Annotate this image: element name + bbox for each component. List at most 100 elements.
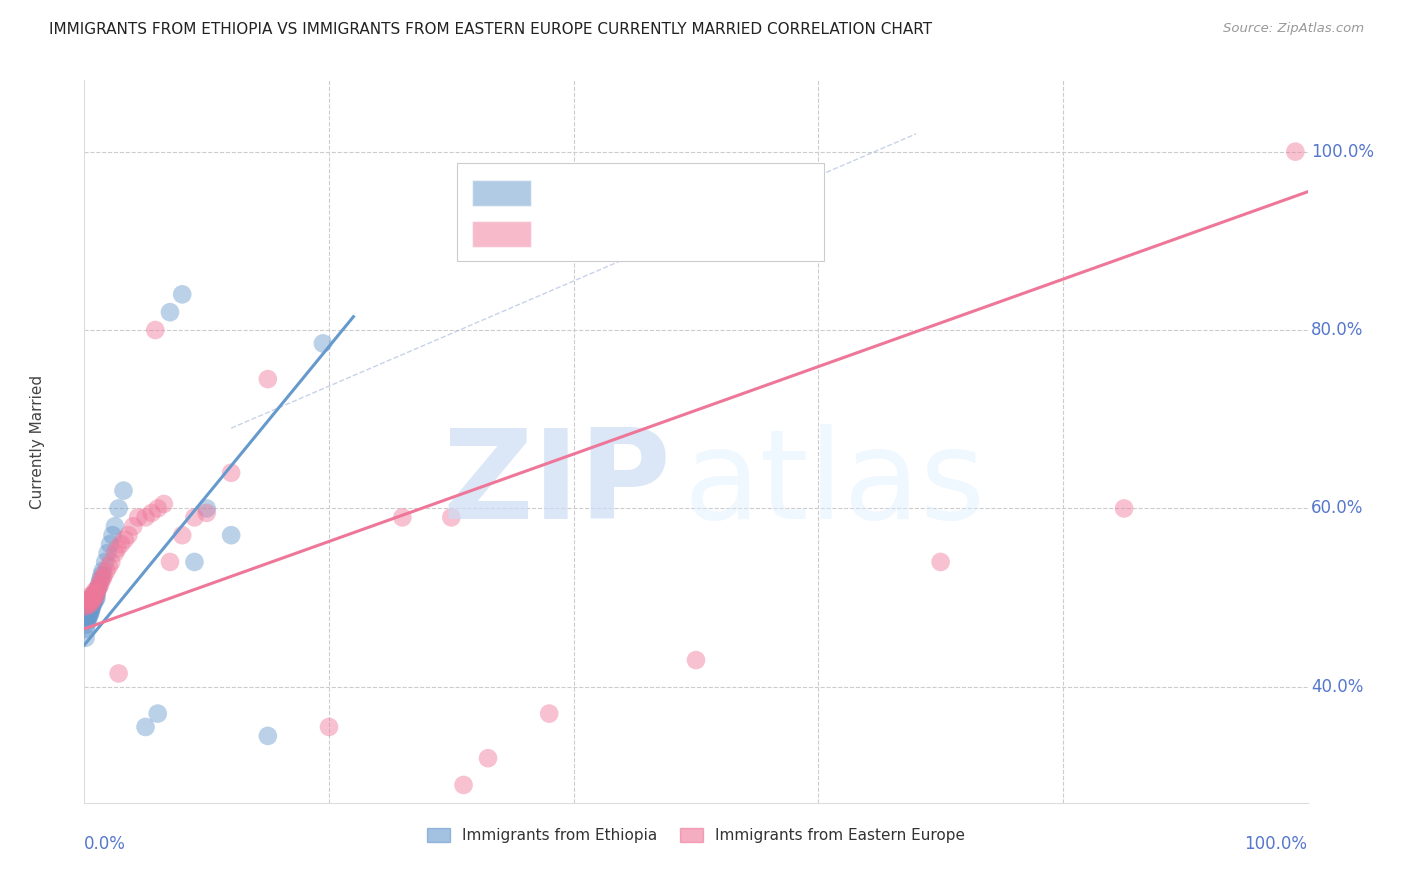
Point: [1284, 145, 1306, 159]
Point: [1114, 501, 1136, 516]
Point: [77, 604, 100, 618]
Point: [83, 592, 105, 607]
Text: Currently Married: Currently Married: [31, 375, 45, 508]
Point: [76, 617, 98, 632]
Point: [143, 323, 166, 337]
Text: 60.0%: 60.0%: [1312, 500, 1364, 517]
Point: [77, 595, 100, 609]
Point: [77, 607, 100, 621]
Point: [91, 564, 114, 578]
Point: [97, 546, 120, 560]
Point: [79, 601, 101, 615]
Point: [94, 555, 117, 569]
Text: IMMIGRANTS FROM ETHIOPIA VS IMMIGRANTS FROM EASTERN EUROPE CURRENTLY MARRIED COR: IMMIGRANTS FROM ETHIOPIA VS IMMIGRANTS F…: [49, 22, 932, 37]
Point: [93, 568, 115, 582]
Point: [195, 506, 218, 520]
Point: [107, 666, 129, 681]
Point: [83, 588, 105, 602]
Point: [80, 595, 103, 609]
Point: [117, 528, 139, 542]
Point: [477, 751, 499, 765]
Point: [219, 528, 242, 542]
Point: [87, 582, 110, 596]
Point: [98, 537, 121, 551]
Point: [159, 555, 181, 569]
Point: [318, 720, 340, 734]
Point: [80, 591, 103, 605]
Point: [96, 564, 118, 578]
Point: [82, 591, 104, 605]
Text: 0.0%: 0.0%: [84, 835, 127, 854]
Point: [80, 599, 103, 614]
Point: [77, 613, 100, 627]
Point: [135, 510, 157, 524]
Point: [79, 599, 101, 614]
Point: [195, 501, 218, 516]
Point: [75, 631, 97, 645]
Point: [77, 598, 100, 612]
Point: [104, 519, 127, 533]
Point: [76, 598, 98, 612]
Point: [84, 589, 107, 603]
Point: [82, 598, 104, 612]
FancyBboxPatch shape: [472, 220, 531, 246]
Point: [453, 778, 475, 792]
Point: [183, 555, 205, 569]
Text: 100.0%: 100.0%: [1244, 835, 1308, 854]
Point: [929, 555, 952, 569]
Point: [127, 510, 149, 524]
Point: [107, 501, 129, 516]
Point: [183, 510, 205, 524]
Point: [75, 622, 97, 636]
Text: atlas: atlas: [683, 425, 986, 545]
Text: 100.0%: 100.0%: [1312, 143, 1374, 161]
Point: [76, 613, 98, 627]
Point: [77, 595, 100, 609]
Point: [77, 608, 100, 623]
Point: [76, 608, 98, 623]
Text: R = 0.680   N = 53: R = 0.680 N = 53: [546, 184, 716, 202]
Point: [80, 595, 103, 609]
Point: [87, 577, 110, 591]
Point: [77, 610, 100, 624]
Point: [172, 528, 194, 542]
Point: [79, 595, 101, 609]
Point: [79, 592, 101, 607]
Point: [112, 483, 135, 498]
Point: [77, 604, 100, 618]
Point: [89, 573, 111, 587]
Text: 40.0%: 40.0%: [1312, 678, 1364, 696]
Point: [80, 601, 103, 615]
Point: [391, 510, 413, 524]
Point: [77, 599, 100, 614]
Point: [83, 595, 105, 609]
Point: [312, 336, 335, 351]
Legend: Immigrants from Ethiopia, Immigrants from Eastern Europe: Immigrants from Ethiopia, Immigrants fro…: [420, 822, 972, 849]
Point: [122, 519, 145, 533]
Point: [110, 537, 132, 551]
Text: 80.0%: 80.0%: [1312, 321, 1364, 339]
Point: [75, 599, 97, 614]
Point: [84, 589, 107, 603]
Point: [257, 729, 280, 743]
Point: [685, 653, 707, 667]
Point: [87, 580, 110, 594]
Point: [84, 583, 107, 598]
Point: [82, 589, 104, 603]
Point: [146, 501, 169, 516]
Point: [146, 706, 169, 721]
Point: [83, 586, 105, 600]
Point: [172, 287, 194, 301]
Point: [141, 506, 163, 520]
Point: [82, 595, 104, 609]
Point: [86, 591, 108, 605]
Point: [257, 372, 280, 386]
Point: [105, 541, 128, 556]
Point: [219, 466, 242, 480]
FancyBboxPatch shape: [457, 163, 824, 260]
Point: [100, 555, 122, 569]
Point: [79, 604, 101, 618]
Text: Source: ZipAtlas.com: Source: ZipAtlas.com: [1223, 22, 1364, 36]
Point: [77, 608, 100, 623]
Point: [104, 546, 127, 560]
